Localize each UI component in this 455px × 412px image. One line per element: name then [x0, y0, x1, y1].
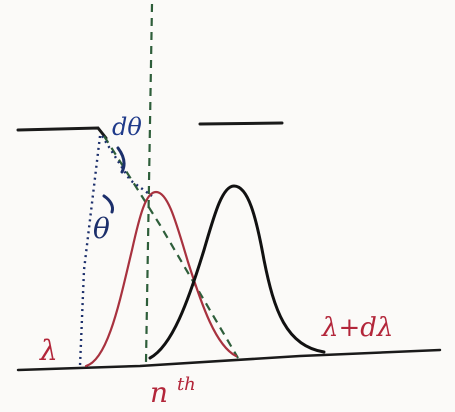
vertical-dashed-line	[144, 3, 154, 363]
d-theta-arc	[116, 146, 126, 174]
dotted-line-left	[78, 135, 102, 367]
dotted-line-to-peak	[100, 135, 153, 197]
d-theta-label: dθ	[112, 113, 142, 141]
lambda-label: λ	[39, 334, 58, 367]
baseline	[16, 348, 442, 372]
lambda-dlambda-label: λ+dλ	[321, 313, 393, 343]
slit-left-edge	[16, 126, 108, 140]
nth-label: n	[150, 376, 168, 409]
curve-lambda-dlambda	[148, 184, 326, 360]
slit-right-edge	[198, 121, 284, 126]
theta-label: θ	[93, 212, 110, 245]
nth-superscript: th	[177, 374, 196, 395]
curve-lambda	[84, 190, 238, 368]
nth-label-group: n th	[150, 374, 196, 409]
theta-arc	[102, 194, 114, 214]
